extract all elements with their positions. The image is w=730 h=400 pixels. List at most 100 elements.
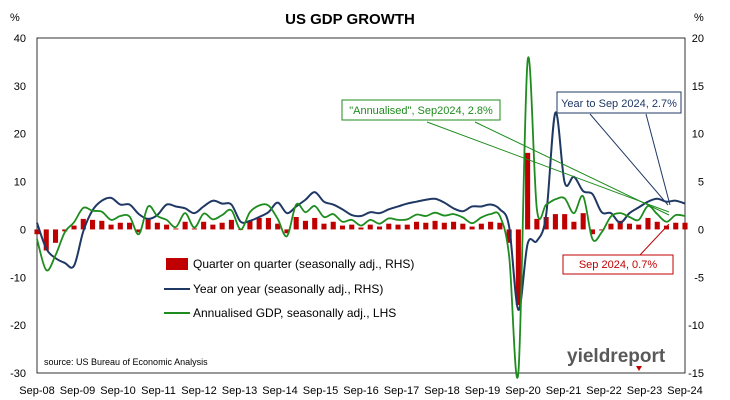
callout-box-annualised: [341, 99, 501, 121]
bar-quarter-on-quarter: [210, 224, 216, 230]
bar-quarter-on-quarter: [571, 221, 577, 230]
x-tick-label: Sep-12: [181, 385, 216, 397]
bar-quarter-on-quarter: [164, 224, 170, 230]
x-tick-label: Sep-16: [343, 385, 378, 397]
bar-quarter-on-quarter: [552, 214, 558, 230]
bar-quarter-on-quarter: [247, 220, 253, 230]
legend-swatch-qoq: [166, 258, 188, 270]
legend-label-annualised: Annualised GDP, seasonally adj., LHS: [193, 306, 396, 320]
bar-quarter-on-quarter: [525, 152, 531, 230]
x-tick-label: Sep-21: [546, 385, 581, 397]
bar-quarter-on-quarter: [339, 225, 346, 230]
bar-quarter-on-quarter: [117, 222, 123, 230]
x-tick-label: Sep-13: [222, 385, 257, 397]
bar-quarter-on-quarter: [451, 221, 457, 230]
bar-quarter-on-quarter: [506, 229, 512, 243]
right-tick-label: -5: [694, 272, 704, 284]
bar-quarter-on-quarter: [432, 220, 438, 230]
bar-quarter-on-quarter: [182, 221, 188, 230]
left-tick-label: 0: [20, 224, 26, 236]
bar-quarter-on-quarter: [478, 223, 484, 230]
callout-leader-annualised-2: [474, 121, 670, 216]
x-tick-label: Sep-17: [384, 385, 419, 397]
left-tick-label: 20: [14, 129, 26, 141]
legend-label-qoq: Quarter on quarter (seasonally adj., RHS…: [193, 257, 414, 271]
bar-quarter-on-quarter: [663, 225, 670, 230]
right-axis-unit: %: [694, 12, 704, 24]
bar-quarter-on-quarter: [376, 226, 383, 230]
x-tick-label: Sep-19: [465, 385, 500, 397]
callout-label-annualised: "Annualised", Sep2024, 2.8%: [349, 105, 493, 117]
bar-quarter-on-quarter: [99, 220, 105, 230]
callout-label-yoy: Year to Sep 2024, 2.7%: [561, 98, 677, 110]
bar-quarter-on-quarter: [562, 214, 568, 230]
bar-quarter-on-quarter: [636, 224, 642, 230]
x-tick-label: Sep-22: [586, 385, 621, 397]
bar-quarter-on-quarter: [330, 221, 336, 230]
right-tick-label: -10: [688, 320, 704, 332]
bar-quarter-on-quarter: [682, 222, 688, 230]
bar-quarter-on-quarter: [108, 224, 114, 230]
left-tick-label: 10: [14, 177, 26, 189]
bar-quarter-on-quarter: [534, 218, 540, 230]
bar-quarter-on-quarter: [515, 229, 521, 306]
bar-quarter-on-quarter: [71, 225, 77, 230]
x-tick-label: Sep-10: [100, 385, 135, 397]
source-note: source: US Bureau of Economic Analysis: [44, 357, 208, 367]
bar-quarter-on-quarter: [136, 229, 142, 233]
left-tick-label: 40: [14, 33, 26, 45]
bar-quarter-on-quarter: [80, 218, 86, 230]
bar-quarter-on-quarter: [423, 222, 429, 230]
series-line-annualised: [36, 56, 686, 379]
bar-quarter-on-quarter: [284, 229, 290, 234]
bar-quarter-on-quarter: [228, 219, 234, 230]
bar-quarter-on-quarter: [395, 224, 401, 230]
x-tick-label: Sep-09: [60, 385, 95, 397]
callout-box-yoy: [556, 91, 682, 114]
bar-quarter-on-quarter: [543, 216, 549, 230]
yieldreport-logo: yieldreport: [567, 346, 666, 371]
bar-quarter-on-quarter: [62, 229, 68, 232]
bar-quarter-on-quarter: [312, 217, 318, 230]
left-tick-label: 30: [14, 81, 26, 93]
bar-quarter-on-quarter: [89, 219, 96, 230]
left-tick-label: -20: [10, 320, 26, 332]
bar-quarter-on-quarter: [145, 217, 151, 230]
bar-quarter-on-quarter: [645, 217, 651, 230]
callout-label-qoq: Sep 2024, 0.7%: [579, 259, 658, 271]
x-tick-label: Sep-08: [19, 385, 54, 397]
bar-quarter-on-quarter: [580, 213, 586, 230]
right-tick-label: -15: [688, 368, 704, 380]
bar-quarter-on-quarter: [173, 228, 179, 230]
x-tick-label: Sep-14: [262, 385, 297, 397]
bar-quarter-on-quarter: [127, 222, 133, 230]
callout-leader-qoq: [639, 223, 670, 256]
bar-quarter-on-quarter: [154, 222, 160, 230]
bar-quarter-on-quarter: [413, 221, 420, 230]
bar-quarter-on-quarter: [441, 222, 447, 230]
svg-text:yieldreport: yieldreport: [567, 346, 666, 367]
bar-quarter-on-quarter: [302, 220, 309, 230]
left-tick-label: -30: [10, 368, 26, 380]
callout-leader-yoy-2: [589, 113, 669, 206]
right-tick-label: 15: [692, 81, 704, 93]
bar-quarter-on-quarter: [191, 228, 197, 230]
bar-quarter-on-quarter: [201, 221, 207, 230]
bar-quarter-on-quarter: [52, 229, 59, 243]
x-tick-label: Sep-15: [303, 385, 338, 397]
bar-quarter-on-quarter: [488, 221, 494, 230]
x-tick-label: Sep-23: [627, 385, 662, 397]
bar-quarter-on-quarter: [654, 221, 660, 230]
bar-quarter-on-quarter: [460, 223, 466, 230]
right-tick-label: 20: [692, 33, 704, 45]
x-tick-label: Sep-20: [505, 385, 540, 397]
left-axis-unit: %: [10, 12, 20, 24]
plot-area: [36, 37, 686, 374]
series-line-year-on-year: [36, 111, 686, 311]
bar-quarter-on-quarter: [275, 223, 281, 230]
right-tick-label: 0: [698, 224, 704, 236]
left-tick-label: -10: [10, 272, 26, 284]
bar-quarter-on-quarter: [673, 222, 679, 230]
chart-title: US GDP GROWTH: [285, 11, 415, 28]
